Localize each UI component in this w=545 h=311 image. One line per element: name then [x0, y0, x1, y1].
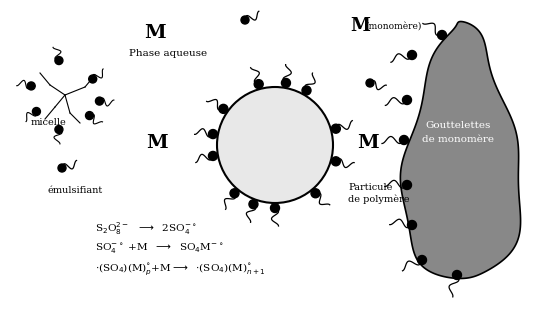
Circle shape [55, 125, 63, 133]
Text: Phase aqueuse: Phase aqueuse [129, 49, 207, 58]
Text: de monomère: de monomère [422, 134, 494, 143]
Text: Gouttelettes: Gouttelettes [425, 122, 490, 131]
Circle shape [331, 157, 341, 166]
Text: M: M [144, 24, 166, 42]
Circle shape [417, 256, 427, 264]
Circle shape [89, 75, 96, 83]
Circle shape [254, 80, 263, 89]
Circle shape [408, 220, 416, 230]
Circle shape [95, 97, 104, 105]
Circle shape [366, 79, 374, 87]
Circle shape [452, 271, 462, 280]
Text: micelle: micelle [30, 118, 66, 127]
Circle shape [208, 130, 217, 139]
Text: M: M [357, 134, 379, 152]
Circle shape [302, 86, 311, 95]
Circle shape [58, 164, 66, 172]
Text: M: M [146, 134, 168, 152]
Text: $\cdot$(SO$_4$)(M)$_p^{\circ}$+M$\longrightarrow$  $\cdot$(SO$_4$)(M)$^{\circ}_{: $\cdot$(SO$_4$)(M)$_p^{\circ}$+M$\longri… [95, 261, 266, 277]
Circle shape [208, 151, 217, 160]
Circle shape [311, 189, 320, 198]
Text: M: M [350, 17, 370, 35]
Text: de polymère: de polymère [348, 195, 409, 205]
Circle shape [219, 104, 228, 114]
Circle shape [403, 95, 411, 104]
Circle shape [230, 189, 239, 198]
Text: SO$_4^{-\circ}$ +M  $\longrightarrow$  SO$_4$M$^{-\circ}$: SO$_4^{-\circ}$ +M $\longrightarrow$ SO$… [95, 242, 223, 257]
Circle shape [438, 30, 446, 39]
Text: Particule: Particule [348, 183, 392, 192]
Circle shape [32, 108, 40, 115]
Polygon shape [401, 21, 520, 278]
Text: émulsifiant: émulsifiant [47, 186, 102, 195]
Text: (monomère): (monomère) [365, 21, 421, 30]
Circle shape [270, 203, 280, 212]
Circle shape [249, 200, 258, 209]
Circle shape [408, 50, 416, 59]
Circle shape [217, 87, 333, 203]
Circle shape [55, 57, 63, 64]
Circle shape [86, 112, 94, 119]
Text: S$_2$O$_8^{2-}$  $\longrightarrow$  2SO$_4^{-\circ}$: S$_2$O$_8^{2-}$ $\longrightarrow$ 2SO$_4… [95, 220, 197, 237]
Circle shape [331, 124, 341, 133]
Circle shape [241, 16, 249, 24]
Circle shape [399, 136, 409, 145]
Circle shape [403, 180, 411, 189]
Circle shape [27, 82, 35, 90]
Circle shape [281, 78, 290, 87]
